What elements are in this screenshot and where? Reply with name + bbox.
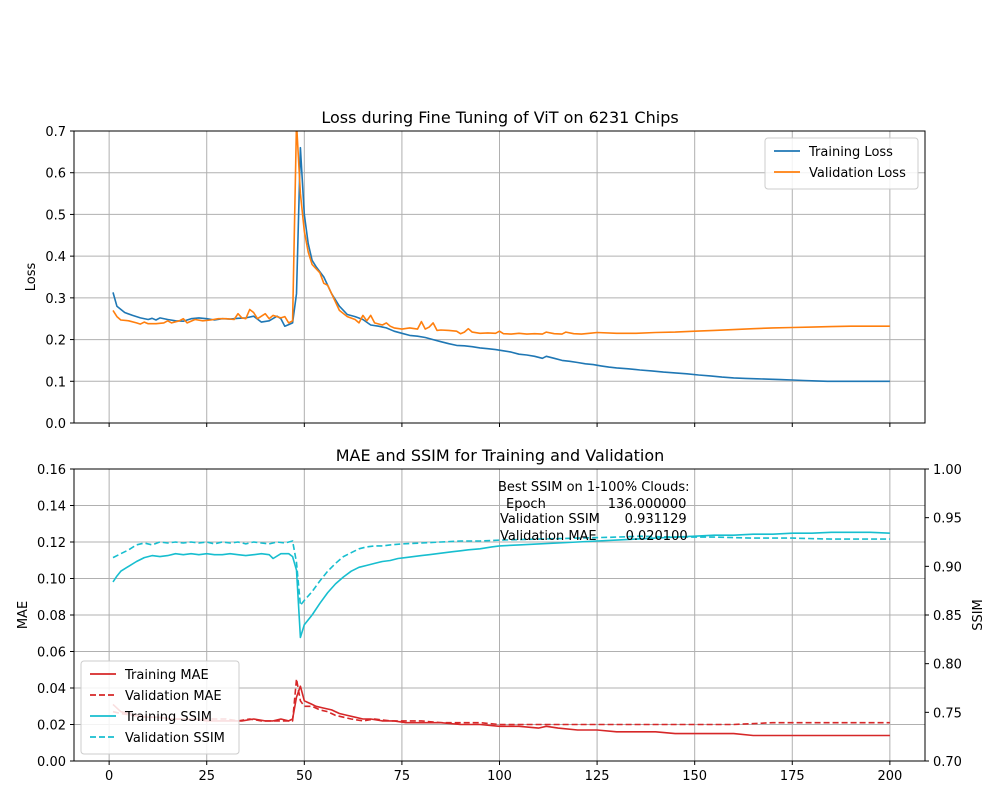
mae-ssim-legend-box xyxy=(80,660,240,755)
mae-ssim-x-tick-label: 175 xyxy=(780,769,805,784)
mae-y-axis-label: MAE xyxy=(16,601,31,629)
mae-ssim-x-tick-label: 150 xyxy=(682,769,707,784)
validation-ssim-line xyxy=(112,535,890,607)
training-ssim-line xyxy=(112,531,890,639)
legend-label-training-loss: Training Loss xyxy=(808,145,893,160)
best-ssim-annotation: Best SSIM on 1-100% Clouds: Epoch 136.00… xyxy=(498,480,689,544)
legend-label-validation-mae: Validation MAE xyxy=(125,689,222,704)
loss-legend: Training Loss Validation Loss xyxy=(764,137,919,190)
mae-ssim-x-tick-label: 200 xyxy=(877,769,902,784)
loss-y-tick-label: 0.3 xyxy=(45,292,66,307)
loss-y-tick-label: 0.1 xyxy=(45,375,66,390)
mae-ssim-y-tick-label: 0.06 xyxy=(37,646,66,661)
loss-series xyxy=(112,131,890,383)
loss-legend-box xyxy=(764,137,919,190)
loss-y-tick-label: 0.5 xyxy=(45,208,66,223)
mae-ssim-x-tick-label: 25 xyxy=(198,769,215,784)
mae-ssim-y-tick-label: 0.04 xyxy=(37,682,66,697)
annotation-line: Best SSIM on 1-100% Clouds: xyxy=(498,480,689,495)
validation-loss-line xyxy=(112,131,890,335)
loss-y-tick-label: 0.2 xyxy=(45,334,66,349)
mae-ssim-x-tick-label: 75 xyxy=(394,769,411,784)
legend-label-validation-ssim: Validation SSIM xyxy=(125,731,225,746)
mae-ssim-y2-tick-label: 0.75 xyxy=(933,706,962,721)
mae-ssim-legend: Training MAE Validation MAE Training SSIM V… xyxy=(80,660,240,755)
legend-label-training-mae: Training MAE xyxy=(124,668,209,683)
loss-y-tick-label: 0.7 xyxy=(45,125,66,140)
annotation-line: Validation MAE 0.020100 xyxy=(500,529,688,544)
loss-y-tick-label: 0.6 xyxy=(45,167,66,182)
loss-chart-title: Loss during Fine Tuning of ViT on 6231 C… xyxy=(321,108,678,127)
mae-ssim-y2-tick-label: 0.95 xyxy=(933,512,962,527)
mae-ssim-y2-tick-label: 0.85 xyxy=(933,609,962,624)
loss-y-axis-label: Loss xyxy=(24,263,39,292)
mae-ssim-y2-tick-label: 0.90 xyxy=(933,560,962,575)
loss-y-tick-label: 0.4 xyxy=(45,250,66,265)
loss-ticks: 0.0 0.1 0.2 0.3 0.4 0.5 0.6 0.7 xyxy=(45,125,891,432)
annotation-line: Validation SSIM 0.931129 xyxy=(500,512,687,527)
mae-ssim-ticks: 0 25 50 75 100 125 150 175 200 0.00 0.02 0.04 0.06 0.… xyxy=(37,463,962,784)
ssim-y-axis-label: SSIM xyxy=(971,599,986,631)
mae-ssim-y-tick-label: 0.02 xyxy=(37,719,66,734)
mae-ssim-y-tick-label: 0.16 xyxy=(37,463,66,478)
loss-panel: 0.0 0.1 0.2 0.3 0.4 0.5 0.6 0.7 Loss during Fin… xyxy=(24,108,926,432)
loss-y-tick-label: 0.0 xyxy=(45,417,66,432)
legend-label-training-ssim: Training SSIM xyxy=(124,710,212,725)
mae-ssim-x-tick-label: 100 xyxy=(487,769,512,784)
mae-ssim-y2-tick-label: 0.80 xyxy=(933,658,962,673)
mae-ssim-y2-tick-label: 1.00 xyxy=(933,463,962,478)
mae-ssim-y-tick-label: 0.00 xyxy=(37,755,66,770)
mae-ssim-x-tick-label: 125 xyxy=(585,769,610,784)
mae-ssim-y2-tick-label: 0.70 xyxy=(933,755,962,770)
mae-ssim-chart-title: MAE and SSIM for Training and Validation xyxy=(336,446,665,465)
mae-ssim-x-tick-label: 0 xyxy=(105,769,113,784)
legend-label-validation-loss: Validation Loss xyxy=(809,166,906,181)
mae-ssim-x-tick-label: 50 xyxy=(296,769,313,784)
mae-ssim-y-tick-label: 0.10 xyxy=(37,573,66,588)
annotation-line: Epoch 136.000000 xyxy=(506,497,686,512)
mae-ssim-y-tick-label: 0.08 xyxy=(37,609,66,624)
mae-ssim-y-tick-label: 0.14 xyxy=(37,500,66,515)
mae-ssim-panel: 0 25 50 75 100 125 150 175 200 0.00 0.02 0.04 0.06 0.… xyxy=(16,446,986,784)
mae-ssim-y-tick-label: 0.12 xyxy=(37,536,66,551)
